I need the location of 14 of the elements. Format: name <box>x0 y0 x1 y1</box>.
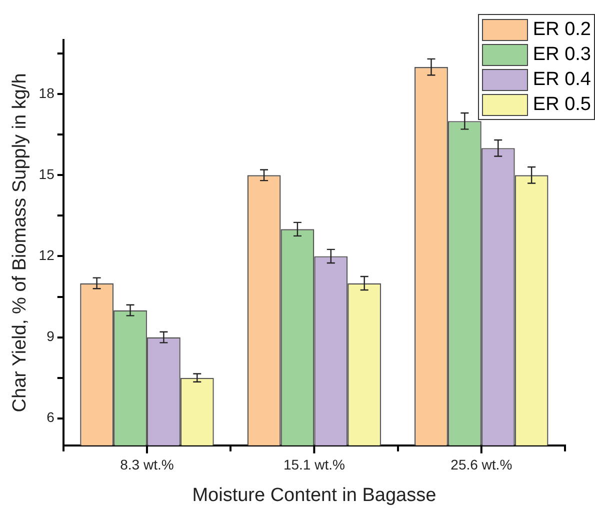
y-tick-label: 9 <box>46 328 55 344</box>
y-tick-label: 15 <box>38 166 55 182</box>
y-axis-title: Char Yield, % of Biomass Supply in kg/h <box>10 73 31 412</box>
x-tick-label: 8.3 wt.% <box>120 456 174 473</box>
legend-label: ER 0.4 <box>532 68 591 92</box>
x-tick-label: 25.6 wt.% <box>450 456 512 473</box>
legend-label: ER 0.3 <box>532 43 591 67</box>
y-tick-label: 18 <box>38 84 55 101</box>
legend-label: ER 0.2 <box>532 18 591 42</box>
y-tick-label: 12 <box>38 247 55 264</box>
x-axis-title: Moisture Content in Bagasse <box>192 484 436 506</box>
x-tick-label: 15.1 wt.% <box>283 456 345 473</box>
legend-label: ER 0.5 <box>532 93 591 117</box>
y-tick-label: 6 <box>46 409 55 426</box>
